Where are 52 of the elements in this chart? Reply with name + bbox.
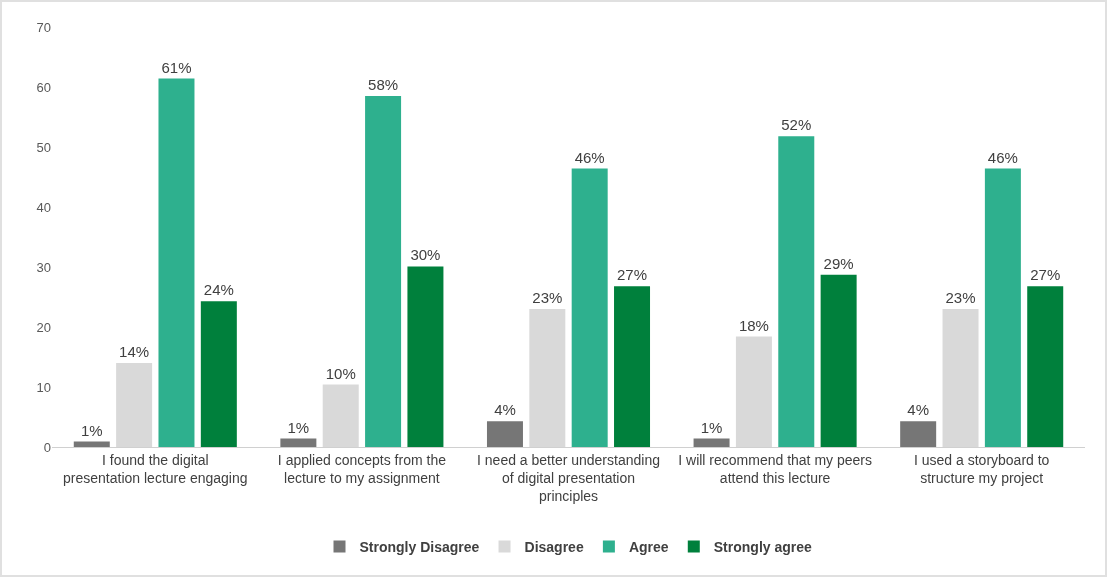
y-tick-label: 60	[36, 79, 51, 95]
data-label: 23%	[945, 289, 976, 306]
legend-label: Disagree	[524, 539, 584, 556]
bar	[486, 421, 523, 447]
data-label: 46%	[574, 148, 605, 166]
data-label: 61%	[161, 58, 192, 76]
data-label: 23%	[532, 289, 563, 306]
data-label: 52%	[781, 116, 812, 134]
bar	[900, 421, 937, 447]
bar	[614, 286, 651, 447]
bar	[280, 438, 317, 447]
x-tick-label: I need a better understanding of digital presentation principles	[477, 451, 660, 505]
y-tick-label: 10	[36, 379, 51, 395]
bar	[778, 136, 815, 447]
data-label: 4%	[494, 401, 516, 419]
y-tick-label: 0	[43, 439, 51, 455]
legend-label: Strongly agree	[713, 539, 813, 556]
x-tick-label: I applied concepts from the lecture to my assignment	[277, 451, 447, 486]
data-label: 14%	[119, 343, 150, 360]
x-tick-label: I found the digital presentation lecture engaging	[63, 451, 248, 486]
legend-label: Strongly Disagree	[359, 539, 480, 556]
x-tick-label: I used a storyboard to structure my project	[913, 451, 1050, 486]
data-label: 10%	[325, 364, 356, 382]
y-tick-label: 50	[36, 139, 51, 155]
legend-label: Agree	[628, 539, 669, 556]
bar	[365, 96, 402, 447]
data-label: 27%	[617, 266, 648, 284]
bar	[984, 168, 1021, 447]
data-label: 46%	[987, 148, 1018, 166]
data-label: 18%	[738, 316, 769, 334]
y-tick-label: 20	[36, 319, 51, 335]
bar	[158, 78, 195, 447]
bar	[407, 266, 444, 447]
y-tick-label: 70	[36, 19, 51, 35]
data-label: 1%	[287, 418, 310, 436]
bar	[820, 274, 857, 447]
y-tick-label: 40	[36, 199, 51, 215]
y-tick-label: 30	[36, 259, 51, 275]
data-label: 1%	[80, 421, 103, 439]
data-label: 4%	[907, 401, 930, 419]
bar	[693, 438, 730, 447]
x-tick-label: I will recommend that my peers attend this lecture	[678, 451, 872, 486]
data-label: 27%	[1030, 266, 1061, 284]
data-label: 30%	[410, 246, 441, 264]
bar	[571, 168, 608, 447]
bar	[1027, 286, 1064, 447]
data-label: 58%	[368, 76, 399, 93]
bar	[73, 441, 110, 447]
bar	[200, 301, 237, 447]
data-label: 1%	[700, 418, 723, 436]
data-label: 24%	[203, 281, 234, 299]
data-label: 29%	[823, 254, 854, 272]
